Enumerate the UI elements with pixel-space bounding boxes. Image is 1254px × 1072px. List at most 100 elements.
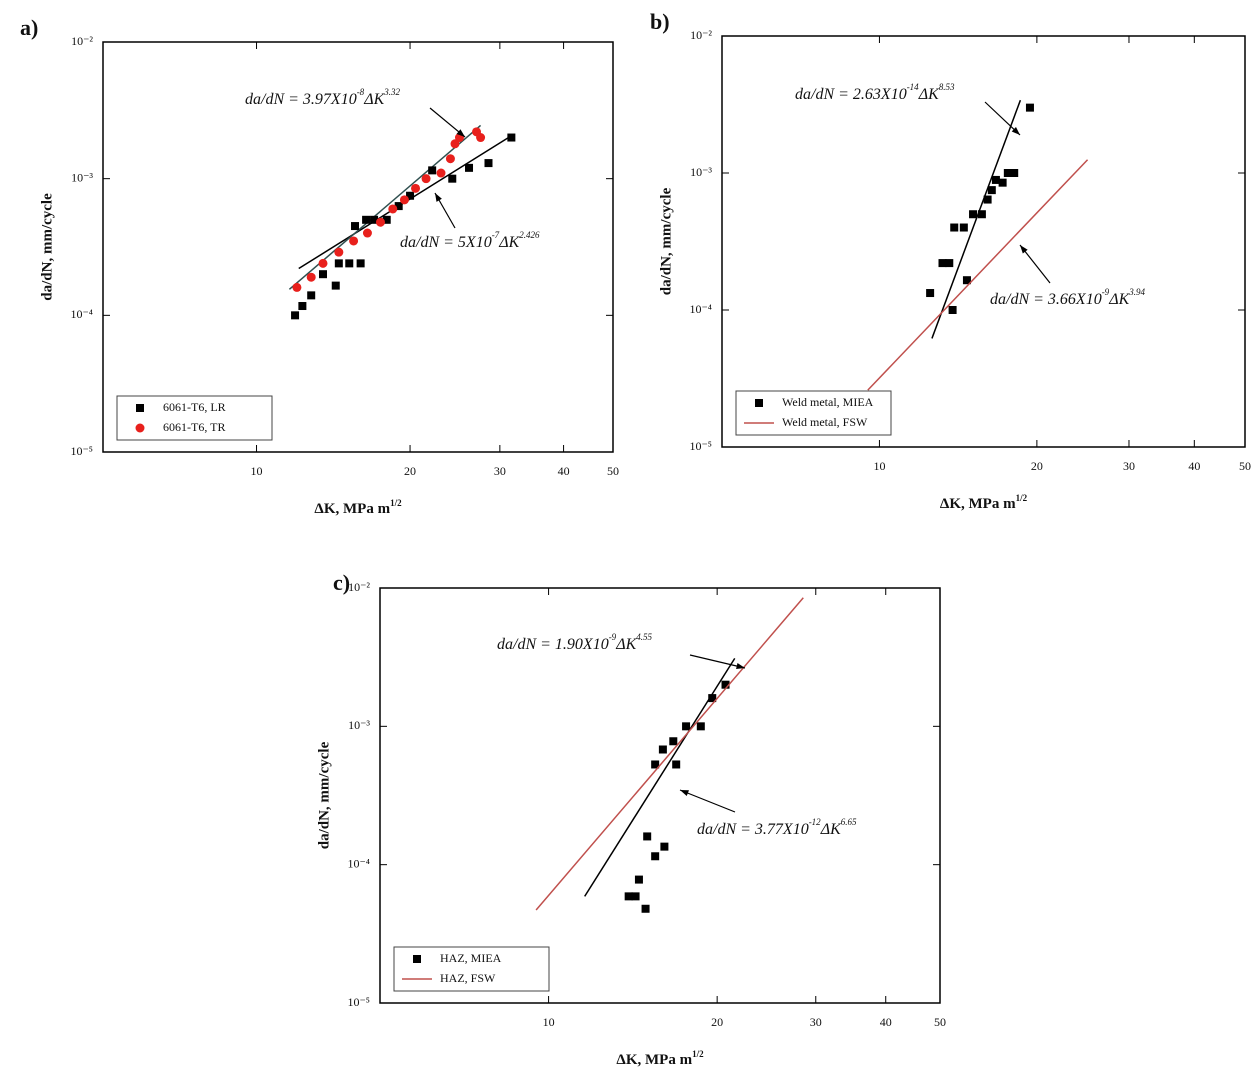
fit-line (288, 124, 482, 290)
point (306, 272, 316, 282)
plot-frame (721, 35, 1246, 448)
equation-text: da/dN = 3.97X10 (245, 91, 357, 108)
point (394, 202, 403, 211)
point (1010, 169, 1019, 177)
equation-exponent: 4.55 (636, 632, 652, 642)
point (991, 175, 1000, 184)
legend-box (116, 395, 273, 441)
x-tick-label: 30 (1123, 459, 1135, 473)
y-tick-label: 10⁻³ (71, 170, 93, 184)
point (926, 289, 935, 298)
point (484, 159, 493, 168)
point (318, 270, 327, 279)
point (969, 210, 978, 219)
point (938, 259, 947, 268)
point (631, 892, 640, 901)
x-tick-label: 10 (251, 464, 263, 478)
x-tick-label: 20 (1031, 459, 1043, 473)
point (428, 166, 437, 175)
arrow (689, 654, 746, 669)
equation-text: ΔK (918, 86, 940, 103)
point (436, 168, 446, 178)
equation-text: ΔK (363, 91, 385, 108)
point (291, 311, 300, 320)
equation-text: da/dN = 5X10 (400, 234, 492, 251)
point (450, 139, 460, 149)
arrow-head (1020, 245, 1028, 254)
plot-frame (379, 587, 941, 1004)
point (696, 722, 705, 731)
point (465, 163, 474, 172)
legend-swatch (413, 955, 421, 963)
point (977, 210, 986, 219)
y-tick-label: 10⁻⁴ (689, 302, 712, 316)
series-line (535, 597, 804, 911)
x-tick-label: 20 (404, 464, 416, 478)
equation: da/dN = 1.90X10-9ΔK4.55 (497, 632, 653, 653)
y-tick-label: 10⁻³ (690, 165, 712, 179)
point (399, 195, 409, 205)
point (959, 223, 968, 232)
legend-box (735, 390, 892, 436)
equation-exponent: 3.94 (1128, 287, 1145, 297)
legend-label: 6061-T6, LR (163, 400, 226, 414)
y-tick-label: 10⁻⁴ (70, 307, 93, 321)
x-tick-label: 30 (494, 464, 506, 478)
y-tick-label: 10⁻⁴ (347, 856, 370, 870)
legend-box (393, 946, 550, 992)
point (345, 259, 354, 268)
arrow-head (456, 129, 465, 137)
point (643, 832, 652, 841)
point (658, 745, 667, 754)
point (983, 195, 992, 204)
legend-swatch (136, 404, 144, 412)
arrow-head (736, 663, 745, 670)
point (476, 133, 486, 143)
point (298, 302, 307, 311)
panel-label: a) (20, 15, 38, 40)
panel-label: b) (650, 9, 670, 34)
x-axis-label-sup: 1/2 (390, 498, 402, 508)
fit-line (931, 99, 1022, 339)
point (331, 281, 340, 290)
equation-exponent: -7 (492, 230, 500, 240)
equation-text: ΔK (820, 821, 842, 838)
legend-label: 6061-T6, TR (163, 420, 225, 434)
point (962, 276, 971, 285)
point (641, 904, 650, 913)
point (950, 223, 959, 232)
point (362, 215, 371, 224)
x-axis-label-text: ΔK, MPa m (314, 501, 390, 517)
point (382, 215, 391, 224)
x-axis-label-text: ΔK, MPa m (616, 1052, 692, 1068)
point (721, 680, 730, 689)
plot-frame (102, 41, 614, 453)
y-tick-label: 10⁻³ (348, 718, 370, 732)
y-tick-label: 10⁻⁵ (70, 444, 93, 458)
equation-exponent: -9 (1102, 287, 1110, 297)
equation-exponent: -9 (609, 632, 617, 642)
series-line (867, 159, 1089, 391)
y-axis-label: da/dN, mm/cycle (39, 193, 55, 301)
point (624, 892, 633, 901)
arrow-head (435, 193, 442, 202)
equation-exponent: -8 (357, 87, 365, 97)
x-axis-label: ΔK, MPa m1/2 (314, 498, 402, 517)
y-tick-label: 10⁻² (71, 34, 93, 48)
point (292, 282, 302, 292)
arrow-head (680, 790, 689, 797)
equation-exponent: 6.65 (841, 817, 857, 827)
y-tick-label: 10⁻² (348, 580, 370, 594)
point (349, 236, 359, 246)
point (334, 259, 343, 268)
point (411, 183, 421, 193)
point (682, 722, 691, 731)
point (318, 258, 328, 268)
point (445, 154, 455, 164)
point (406, 191, 415, 200)
arrow-head (1011, 126, 1020, 135)
legend-label: Weld metal, FSW (782, 415, 868, 429)
point (998, 178, 1007, 187)
point (651, 852, 660, 861)
